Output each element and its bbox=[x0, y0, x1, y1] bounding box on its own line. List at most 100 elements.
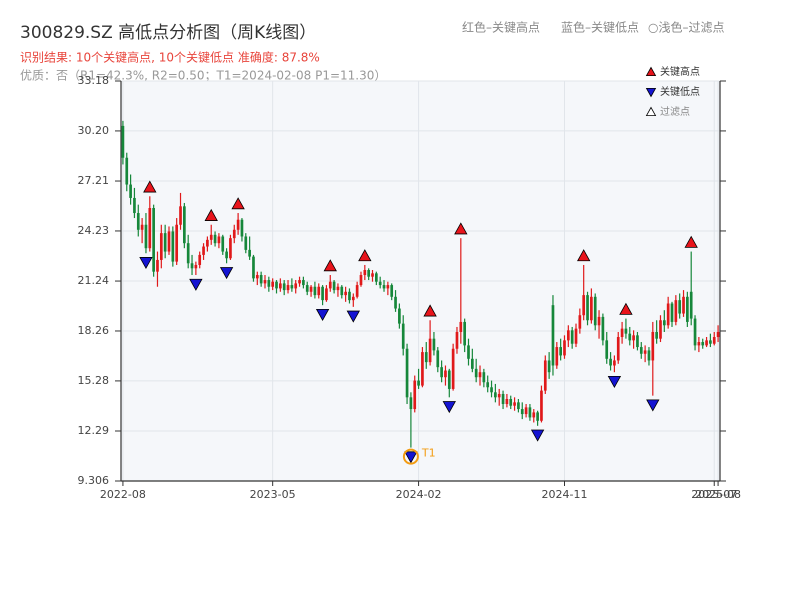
candle-body bbox=[467, 345, 470, 359]
candle-body bbox=[271, 281, 275, 287]
candle-body bbox=[540, 390, 543, 421]
candle-body bbox=[455, 331, 459, 349]
quality-note: 优质：否（R1=42.3%, R2=0.50；T1=2024-02-08 P1=… bbox=[20, 69, 386, 83]
candle-body bbox=[513, 402, 516, 406]
candle-body bbox=[279, 283, 282, 289]
candle-body bbox=[275, 281, 278, 289]
candle-body bbox=[317, 286, 321, 296]
candle-body bbox=[520, 409, 524, 415]
candle-body bbox=[236, 219, 240, 230]
candle-body bbox=[413, 380, 417, 410]
candle-body bbox=[225, 251, 228, 259]
candle-body bbox=[259, 275, 263, 284]
candle-body bbox=[409, 397, 413, 410]
candle-body bbox=[186, 243, 190, 264]
candle-body bbox=[651, 331, 655, 361]
candle-body bbox=[697, 342, 701, 346]
key-high-marker bbox=[204, 208, 218, 221]
candle-body bbox=[440, 367, 443, 378]
candle-body bbox=[424, 352, 428, 363]
candle-body bbox=[144, 224, 148, 249]
candle-body bbox=[202, 246, 205, 255]
candle-body bbox=[294, 283, 298, 289]
candle-body bbox=[340, 286, 344, 296]
y-tick-label: 24.23 bbox=[78, 224, 110, 237]
candle-body bbox=[140, 224, 144, 230]
candle-body bbox=[470, 358, 474, 369]
candle-body bbox=[221, 236, 225, 252]
key-low-marker bbox=[607, 375, 622, 389]
candle-body bbox=[682, 296, 685, 314]
candle-body bbox=[447, 370, 451, 389]
candle-body bbox=[578, 315, 582, 329]
candle-body bbox=[543, 360, 547, 391]
candle-body bbox=[378, 281, 382, 286]
key-low-marker bbox=[219, 267, 234, 280]
candle-body bbox=[620, 328, 624, 338]
key-low-marker bbox=[404, 451, 418, 464]
legend-label: 关键高点 bbox=[660, 65, 700, 78]
candle-body bbox=[643, 350, 647, 354]
candle-body bbox=[601, 316, 605, 341]
candle-body bbox=[136, 213, 140, 230]
candle-body bbox=[382, 285, 386, 289]
candle-body bbox=[263, 280, 267, 284]
candle-body bbox=[686, 296, 689, 322]
candle-body bbox=[309, 286, 313, 292]
candle-body bbox=[252, 256, 255, 279]
candle-body bbox=[351, 296, 355, 301]
key-high-marker bbox=[358, 249, 372, 262]
candle-body bbox=[417, 380, 420, 386]
candle-body bbox=[213, 234, 217, 244]
candle-body bbox=[494, 392, 497, 398]
candle-body bbox=[716, 331, 720, 338]
y-tick-label: 18.26 bbox=[78, 324, 110, 337]
candle-body bbox=[240, 219, 244, 237]
candle-body bbox=[463, 321, 467, 346]
candle-body bbox=[505, 399, 509, 405]
candle-body bbox=[678, 300, 682, 314]
candle-body bbox=[517, 402, 520, 410]
candle-body bbox=[659, 320, 662, 339]
candle-body bbox=[148, 208, 152, 249]
candle-body bbox=[121, 125, 125, 158]
header-legend: 蓝色–关键低点 bbox=[561, 21, 639, 35]
key-low-marker bbox=[346, 310, 360, 323]
legend-label: 过滤点 bbox=[660, 105, 690, 118]
candle-body bbox=[229, 238, 232, 259]
x-tick-label: 2023-05 bbox=[250, 488, 296, 501]
candle-body bbox=[547, 360, 551, 373]
candle-body bbox=[394, 296, 397, 309]
key-low-marker bbox=[530, 429, 545, 442]
candle-body bbox=[159, 233, 163, 260]
candle-body bbox=[555, 347, 559, 366]
candle-body bbox=[528, 407, 532, 418]
candle-body bbox=[689, 291, 693, 319]
candle-body bbox=[125, 157, 129, 185]
candle-body bbox=[328, 281, 332, 289]
candle-body bbox=[474, 368, 478, 378]
candle-body bbox=[509, 399, 513, 406]
candle-body bbox=[348, 291, 351, 301]
candle-body bbox=[709, 340, 712, 344]
x-tick-label: 2024-02 bbox=[396, 488, 442, 501]
legend-marker bbox=[645, 66, 657, 76]
candle-body bbox=[363, 269, 367, 276]
candle-body bbox=[129, 184, 132, 198]
candle-body bbox=[712, 337, 716, 344]
candle-body bbox=[355, 285, 359, 297]
candle-body bbox=[593, 296, 597, 326]
x-tick-label: 2024-11 bbox=[542, 488, 588, 501]
candle-body bbox=[705, 340, 708, 346]
candle-body bbox=[444, 370, 447, 378]
candle-body bbox=[490, 387, 493, 393]
candle-body bbox=[486, 382, 490, 388]
candle-body bbox=[524, 407, 528, 415]
t1-marker bbox=[402, 448, 419, 465]
candle-body bbox=[674, 300, 678, 322]
candle-body bbox=[401, 323, 405, 349]
candle-body bbox=[501, 393, 505, 405]
header-legend: 红色–关键高点 bbox=[462, 20, 540, 35]
candle-body bbox=[586, 295, 589, 321]
